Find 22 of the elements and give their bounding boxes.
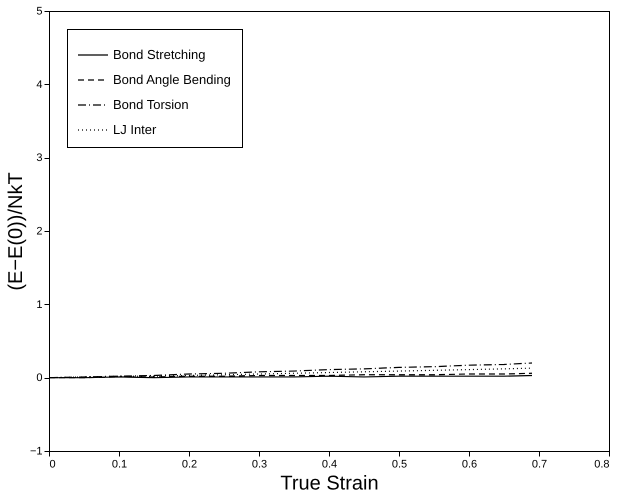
x-tick-label: 0.3 — [252, 458, 268, 470]
x-tick-label: 0.5 — [392, 458, 408, 470]
x-tick-label: 0.8 — [594, 458, 610, 470]
x-axis-title: True Strain — [280, 472, 379, 494]
y-tick-label: 2 — [36, 226, 42, 238]
y-tick-label: 4 — [36, 78, 42, 91]
x-tick-label: 0 — [50, 458, 56, 470]
x-tick-label: 0.2 — [182, 458, 198, 470]
legend-label: Bond Stretching — [113, 47, 206, 62]
x-tick-label: 0.7 — [532, 458, 548, 470]
legend-label: Bond Angle Bending — [113, 72, 231, 87]
legend-label: Bond Torsion — [113, 97, 189, 112]
y-axis-title: (E−E(0))/NkT — [4, 172, 27, 291]
y-tick-label: 0 — [36, 372, 42, 384]
legend-label: LJ Inter — [113, 122, 158, 137]
y-tick-label: 1 — [36, 298, 42, 311]
x-tick-label: 0.4 — [322, 458, 338, 470]
y-tick-label: 3 — [36, 152, 42, 164]
x-tick-label: 0.6 — [462, 458, 478, 470]
x-tick-label: 0.1 — [112, 458, 128, 470]
y-tick-label: −1 — [30, 446, 42, 458]
y-tick-label: 5 — [36, 6, 42, 18]
